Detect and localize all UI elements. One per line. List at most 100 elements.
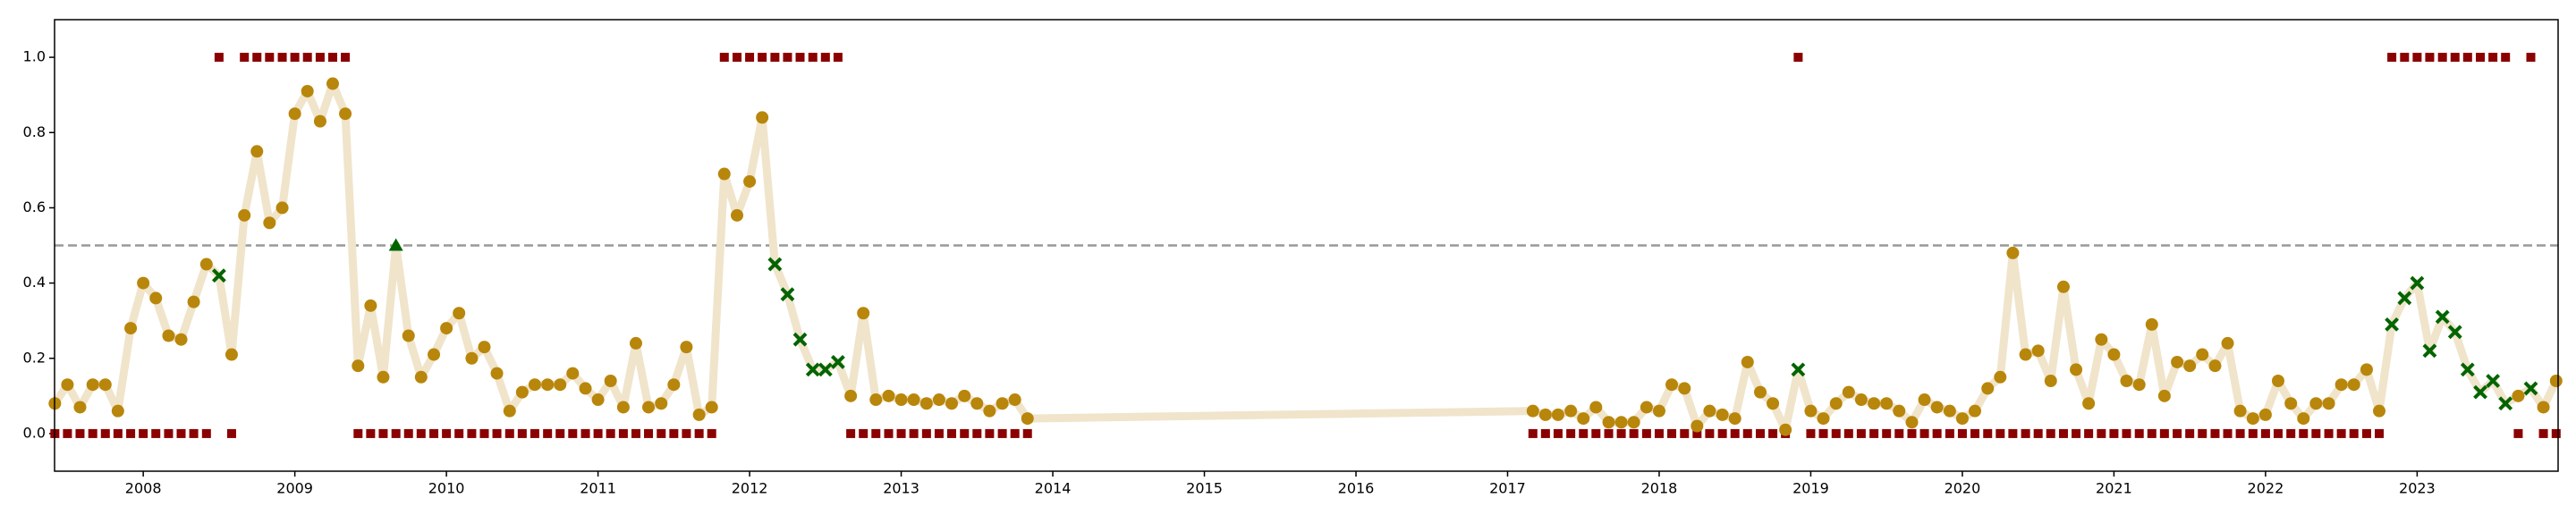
label-marker [1010, 428, 1020, 438]
label-marker [1667, 428, 1677, 438]
probability-marker [503, 404, 516, 418]
label-marker [1831, 428, 1841, 438]
probability-marker [490, 367, 504, 380]
probability-marker [869, 393, 883, 407]
label-marker [669, 428, 679, 438]
label-marker [75, 428, 85, 438]
label-marker [1654, 428, 1664, 438]
x-tick-label: 2011 [580, 480, 616, 497]
probability-marker [2373, 404, 2386, 418]
probability-marker [1854, 393, 1868, 407]
label-marker [290, 53, 300, 63]
probability-marker [844, 389, 858, 402]
miss-marker [2498, 396, 2513, 411]
x-tick-label: 2016 [1338, 480, 1375, 497]
label-marker [946, 428, 956, 438]
probability-marker [894, 393, 908, 407]
label-marker [2324, 428, 2334, 438]
miss-marker [1791, 362, 1806, 377]
probability-marker [1602, 416, 1615, 429]
probability-marker [2095, 333, 2108, 346]
probability-marker [1678, 382, 1691, 395]
probability-marker [919, 397, 933, 410]
probability-marker [1716, 408, 1729, 421]
label-marker [2198, 428, 2207, 438]
probability-marker [124, 322, 138, 335]
probability-marker [2171, 355, 2184, 368]
label-marker [126, 428, 136, 438]
miss-marker [767, 257, 783, 272]
miss-marker [818, 362, 833, 377]
label-marker [2387, 53, 2397, 63]
label-marker [1996, 428, 2005, 438]
label-marker [1806, 428, 1816, 438]
probability-marker [1767, 397, 1780, 410]
probability-marker [2157, 389, 2171, 402]
label-marker [2109, 428, 2119, 438]
miss-marker [2435, 309, 2450, 325]
label-marker [2513, 428, 2523, 438]
probability-marker [1943, 404, 1956, 418]
miss-marker [780, 287, 795, 302]
probability-marker [591, 393, 605, 407]
label-marker [240, 53, 250, 63]
label-marker [366, 428, 376, 438]
label-marker [871, 428, 881, 438]
label-marker [2185, 428, 2195, 438]
probability-marker [1741, 355, 1754, 368]
probability-marker [73, 401, 87, 414]
label-marker [707, 428, 716, 438]
probability-marker [137, 276, 150, 290]
label-marker [1970, 428, 1980, 438]
miss-marker [2523, 381, 2538, 396]
probability-marker [1551, 408, 1564, 421]
label-marker [859, 428, 869, 438]
label-marker [2488, 53, 2498, 63]
x-tick-label: 2014 [1035, 480, 1072, 497]
probability-marker [111, 404, 124, 418]
probability-marker [2537, 401, 2550, 414]
label-marker [467, 428, 477, 438]
label-marker [1894, 428, 1904, 438]
miss-marker [830, 355, 845, 369]
label-marker [341, 53, 351, 63]
probability-marker [2233, 404, 2247, 418]
label-marker [2097, 428, 2106, 438]
label-marker [1945, 428, 1954, 438]
x-tick-label: 2020 [1945, 480, 1981, 497]
probability-marker [2044, 375, 2057, 387]
probability-marker [1918, 393, 1931, 407]
label-marker [2526, 53, 2536, 63]
probability-marker [2360, 363, 2373, 376]
probability-marker [2246, 412, 2259, 426]
probability-marker [1703, 404, 1716, 418]
label-marker [2375, 428, 2385, 438]
label-marker [1730, 428, 1740, 438]
probability-marker [339, 107, 352, 121]
label-marker [2311, 428, 2321, 438]
probability-marker [86, 378, 99, 392]
label-marker [113, 428, 123, 438]
label-marker [733, 53, 742, 63]
probability-marker [2309, 397, 2323, 410]
probability-marker [2347, 378, 2360, 392]
label-marker [833, 53, 843, 63]
label-marker [164, 428, 174, 438]
x-tick-label: 2009 [276, 480, 313, 497]
probability-marker [629, 336, 642, 350]
probability-marker [515, 385, 529, 399]
probability-marker [667, 378, 681, 392]
probability-marker [756, 111, 769, 124]
label-marker [2400, 53, 2410, 63]
probability-marker [275, 201, 289, 215]
label-marker [1616, 428, 1626, 438]
probability-marker [2284, 397, 2298, 410]
label-marker [2273, 428, 2283, 438]
probability-marker [225, 348, 238, 361]
label-marker [429, 428, 439, 438]
probability-marker [1981, 382, 1995, 395]
label-marker [517, 428, 527, 438]
label-marker [2551, 428, 2561, 438]
label-marker [1957, 428, 1967, 438]
label-marker [1856, 428, 1866, 438]
